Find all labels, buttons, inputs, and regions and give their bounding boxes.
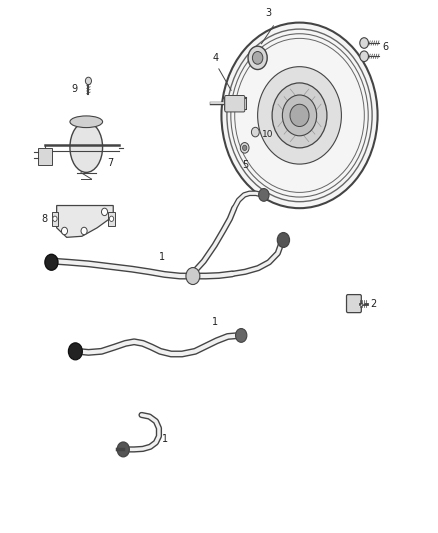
Text: 6: 6 <box>383 42 389 52</box>
Ellipse shape <box>70 116 102 127</box>
Circle shape <box>81 227 87 235</box>
Ellipse shape <box>222 22 378 208</box>
Ellipse shape <box>70 122 102 172</box>
Text: 1: 1 <box>159 252 166 262</box>
Text: 2: 2 <box>371 298 377 309</box>
Circle shape <box>243 145 247 150</box>
FancyBboxPatch shape <box>225 95 245 112</box>
Circle shape <box>240 142 249 153</box>
Circle shape <box>68 343 82 360</box>
FancyBboxPatch shape <box>346 295 361 313</box>
Text: 5: 5 <box>242 159 249 169</box>
Circle shape <box>53 216 57 221</box>
FancyBboxPatch shape <box>38 148 52 165</box>
Text: 4: 4 <box>212 53 218 63</box>
Circle shape <box>360 38 368 49</box>
Ellipse shape <box>290 104 309 126</box>
Text: 7: 7 <box>107 158 113 168</box>
Circle shape <box>186 268 200 285</box>
Ellipse shape <box>272 83 327 148</box>
Text: 8: 8 <box>41 214 47 224</box>
Circle shape <box>85 77 92 85</box>
Text: 9: 9 <box>71 84 78 94</box>
Polygon shape <box>57 206 113 237</box>
Ellipse shape <box>45 254 58 270</box>
Text: 1: 1 <box>212 318 218 327</box>
Ellipse shape <box>283 95 317 136</box>
Circle shape <box>61 227 67 235</box>
Circle shape <box>248 46 267 69</box>
Circle shape <box>258 189 269 201</box>
Circle shape <box>252 52 263 64</box>
FancyBboxPatch shape <box>52 212 58 225</box>
Circle shape <box>277 232 290 247</box>
Circle shape <box>102 208 108 216</box>
Circle shape <box>117 442 129 457</box>
Circle shape <box>236 328 247 342</box>
Text: 10: 10 <box>262 130 273 139</box>
Circle shape <box>360 51 368 62</box>
Circle shape <box>110 216 114 221</box>
Circle shape <box>251 127 259 137</box>
Text: 3: 3 <box>265 8 272 18</box>
FancyBboxPatch shape <box>109 212 115 225</box>
Ellipse shape <box>258 67 341 164</box>
Text: 1: 1 <box>162 434 169 444</box>
